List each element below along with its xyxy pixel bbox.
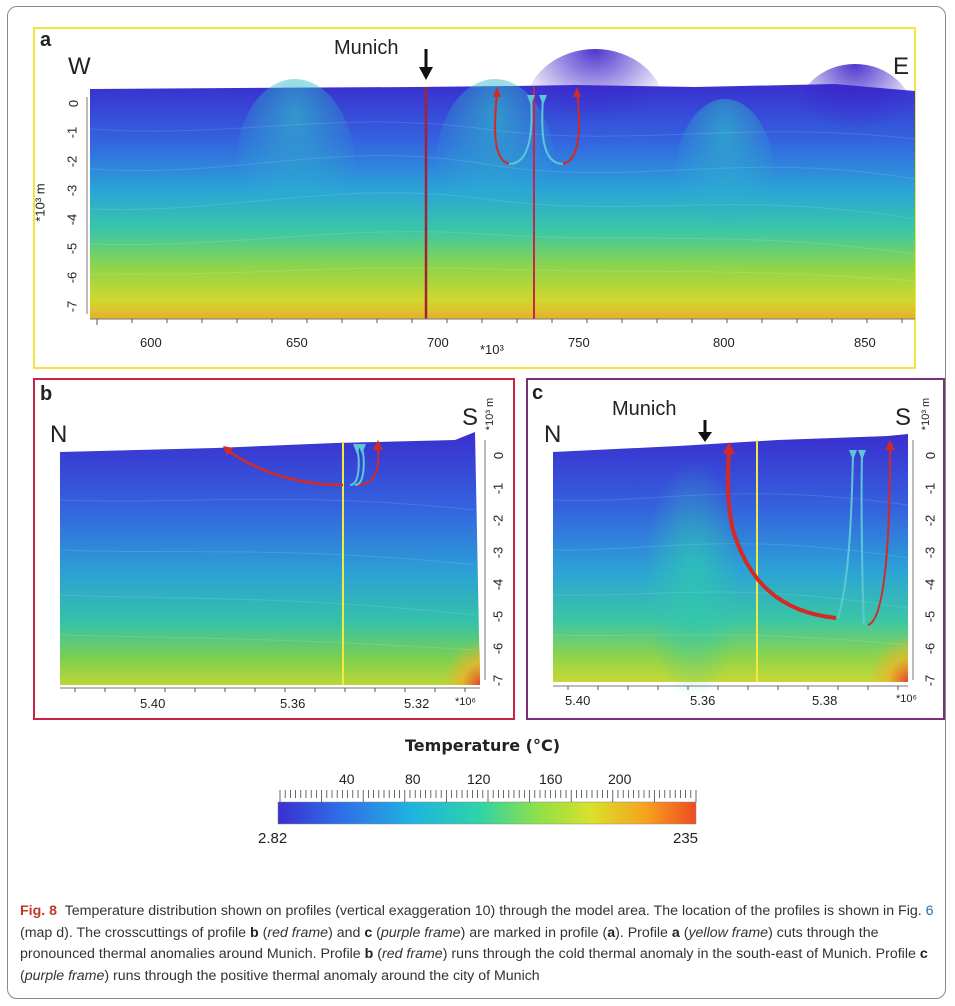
y-tick-b-1: -1 (490, 483, 505, 495)
x-tick-a-750: 750 (568, 335, 590, 350)
y-tick-c-6: -6 (922, 643, 937, 655)
x-tick-a-650: 650 (286, 335, 308, 350)
y-axis-title-c: *10³ m (920, 398, 932, 430)
caption-italic: red frame (382, 946, 443, 962)
x-tick-c-0: 5.40 (565, 693, 590, 708)
y-tick-a-5: -5 (64, 243, 79, 255)
figure-caption: Fig. 8 Temperature distribution shown on… (20, 901, 940, 987)
caption-text: ) runs through the cold thermal anomaly … (443, 946, 920, 962)
y-tick-b-0: 0 (491, 452, 506, 459)
y-tick-a-3: -3 (64, 185, 79, 197)
caption-text: ). Profile (615, 925, 672, 941)
caption-bold: c (920, 946, 928, 962)
colorbar-tick-40: 40 (339, 771, 355, 787)
y-tick-c-0: 0 (923, 452, 938, 459)
caption-italic: purple frame (25, 968, 105, 984)
colorbar-tick-200: 200 (608, 771, 631, 787)
x-tick-a-850: 850 (854, 335, 876, 350)
x-tick-a-800: 800 (713, 335, 735, 350)
x-unit-b: *10⁶ (455, 696, 476, 708)
y-tick-c-5: -5 (922, 611, 937, 623)
caption-text: ) and (328, 925, 364, 941)
profile-c-plot (528, 380, 943, 718)
caption-bold: b (250, 925, 259, 941)
y-tick-b-3: -3 (490, 547, 505, 559)
colorbar-title: Temperature (°C) (405, 736, 560, 755)
colorbar-min: 2.82 (258, 830, 287, 847)
y-axis-title-a: *10³ m (33, 173, 48, 233)
figure-number: Fig. 8 (20, 903, 57, 919)
y-tick-c-7: -7 (922, 675, 937, 687)
y-tick-b-4: -4 (490, 579, 505, 591)
y-tick-b-5: -5 (490, 611, 505, 623)
y-tick-c-2: -2 (922, 515, 937, 527)
caption-text: (map d). The crosscuttings of profile (20, 925, 250, 941)
y-tick-a-2: -2 (64, 156, 79, 168)
y-tick-b-2: -2 (490, 515, 505, 527)
x-tick-b-0: 5.40 (140, 696, 165, 711)
x-tick-c-2: 5.38 (812, 693, 837, 708)
caption-text: ( (373, 946, 382, 962)
caption-text: ( (372, 925, 381, 941)
x-unit-c: *10⁶ (896, 693, 917, 705)
y-tick-c-3: -3 (922, 547, 937, 559)
caption-italic: red frame (267, 925, 328, 941)
colorbar (276, 786, 700, 826)
x-tick-a-600: 600 (140, 335, 162, 350)
caption-text: Temperature distribution shown on profil… (65, 903, 926, 919)
profile-b-plot (35, 380, 513, 718)
colorbar-max: 235 (673, 830, 698, 847)
y-tick-c-4: -4 (922, 579, 937, 591)
colorbar-tick-160: 160 (539, 771, 562, 787)
colorbar-tick-120: 120 (467, 771, 490, 787)
colorbar-tick-80: 80 (405, 771, 421, 787)
x-tick-a-700: 700 (427, 335, 449, 350)
caption-italic: purple frame (381, 925, 461, 941)
y-axis-title-b: *10³ m (484, 398, 496, 430)
caption-text: ) are marked in profile ( (461, 925, 608, 941)
caption-bold: a (607, 925, 615, 941)
caption-bold: a (672, 925, 680, 941)
x-tick-c-1: 5.36 (690, 693, 715, 708)
y-tick-a-7: -7 (64, 301, 79, 313)
y-tick-a-6: -6 (64, 272, 79, 284)
y-tick-c-1: -1 (922, 483, 937, 495)
y-tick-a-1: -1 (64, 127, 79, 139)
x-tick-b-2: 5.32 (404, 696, 429, 711)
caption-text: ) runs through the positive thermal anom… (104, 968, 539, 984)
y-tick-a-4: -4 (64, 214, 79, 226)
caption-bold: b (365, 946, 374, 962)
y-tick-b-6: -6 (490, 643, 505, 655)
y-tick-b-7: -7 (490, 675, 505, 687)
caption-italic: yellow frame (688, 925, 768, 941)
x-tick-b-1: 5.36 (280, 696, 305, 711)
x-unit-a: *10³ (480, 342, 504, 357)
profile-a-plot (35, 29, 915, 367)
y-tick-a-0: 0 (66, 100, 81, 107)
figure-reference-link[interactable]: 6 (926, 903, 934, 919)
